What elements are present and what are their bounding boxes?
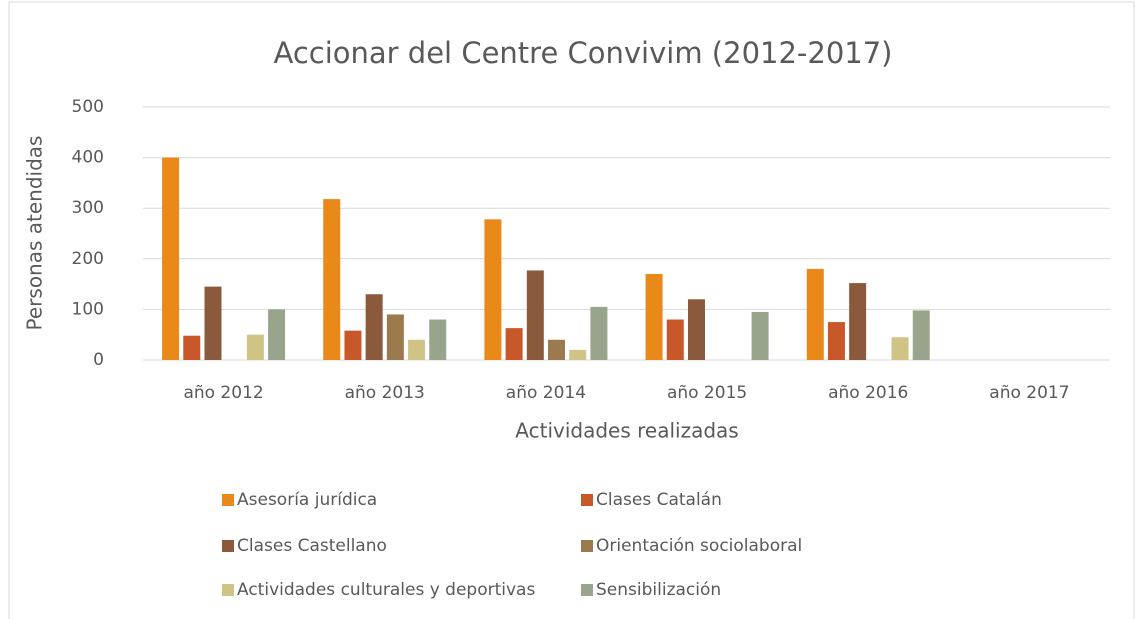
bar <box>526 270 544 360</box>
legend-swatch <box>581 584 593 596</box>
bar <box>386 314 404 360</box>
bar <box>365 294 383 360</box>
bar <box>687 299 705 360</box>
bar <box>484 219 502 360</box>
legend-swatch <box>222 540 234 552</box>
legend-label: Actividades culturales y deportivas <box>237 580 535 600</box>
x-axis-title: Actividades realizadas <box>515 419 738 443</box>
bar <box>891 337 909 360</box>
y-tick-label: 0 <box>93 350 104 370</box>
legend-swatch <box>222 494 234 506</box>
y-tick-label: 200 <box>72 249 104 269</box>
bar <box>806 268 824 360</box>
bar <box>912 310 930 360</box>
bar <box>429 319 447 360</box>
legend-swatch <box>581 494 593 506</box>
y-tick-label: 300 <box>72 198 104 218</box>
bar <box>645 273 663 360</box>
x-tick-label: año 2016 <box>828 383 908 403</box>
bar <box>323 199 341 360</box>
legend-label: Sensibilización <box>596 580 721 600</box>
x-tick-label: año 2012 <box>183 383 263 403</box>
x-tick-label: año 2013 <box>345 383 425 403</box>
bar <box>548 339 566 360</box>
legend-swatch <box>581 540 593 552</box>
bar <box>268 309 286 360</box>
bar <box>408 339 426 360</box>
y-tick-label: 100 <box>72 299 104 319</box>
chart-frame <box>8 1 1135 619</box>
bar <box>505 328 523 360</box>
y-tick-label: 500 <box>72 97 104 117</box>
bar <box>666 319 684 360</box>
bar <box>590 306 608 360</box>
bar <box>751 311 769 360</box>
bar <box>569 349 587 360</box>
bar <box>183 335 201 360</box>
bar <box>344 330 362 360</box>
x-tick-label: año 2017 <box>989 383 1069 403</box>
legend-label: Asesoría jurídica <box>237 490 377 510</box>
legend-label: Clases Catalán <box>596 490 722 510</box>
bar <box>246 334 264 360</box>
x-tick-label: año 2015 <box>667 383 747 403</box>
legend-swatch <box>222 584 234 596</box>
bar <box>849 283 867 360</box>
legend-label: Clases Castellano <box>237 536 387 556</box>
x-tick-label: año 2014 <box>506 383 586 403</box>
bar <box>204 286 222 360</box>
bar <box>827 322 845 360</box>
chart-title: Accionar del Centre Convivim (2012-2017) <box>274 36 893 70</box>
y-tick-label: 400 <box>72 148 104 168</box>
y-axis-title: Personas atendidas <box>23 136 47 331</box>
legend-label: Orientación sociolaboral <box>596 536 802 556</box>
bar <box>162 157 180 360</box>
